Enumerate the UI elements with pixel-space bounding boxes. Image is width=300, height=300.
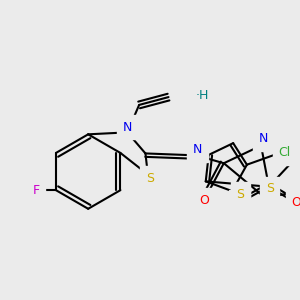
Text: N: N <box>193 143 202 156</box>
Text: F: F <box>33 184 40 197</box>
Text: O: O <box>291 196 300 209</box>
Text: S: S <box>146 172 154 185</box>
Text: N: N <box>258 132 268 145</box>
Text: N: N <box>123 121 132 134</box>
Text: ·H: ·H <box>195 88 208 102</box>
Text: O: O <box>235 196 244 209</box>
Text: O: O <box>199 194 209 207</box>
Text: S: S <box>266 182 274 195</box>
Text: S: S <box>236 188 244 201</box>
Text: Cl: Cl <box>278 146 290 159</box>
